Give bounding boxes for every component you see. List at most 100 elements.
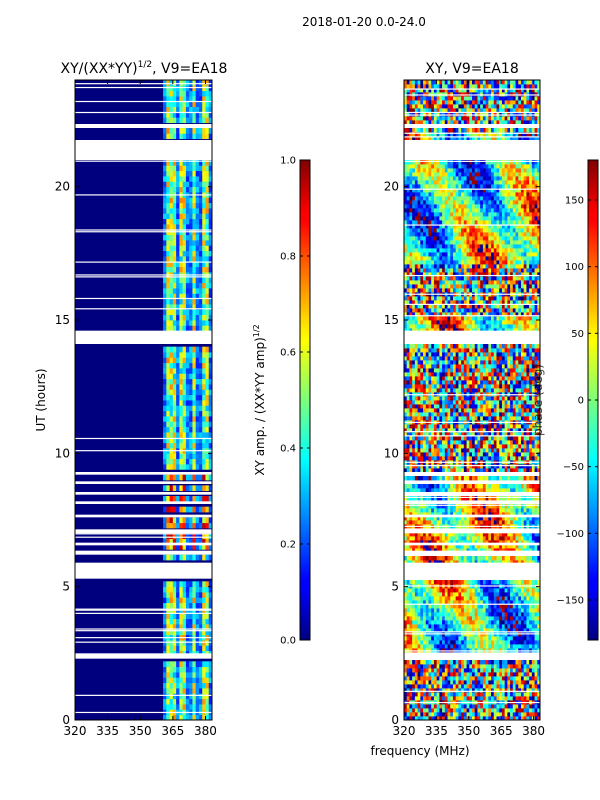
amplitude-cell — [163, 538, 167, 545]
phase-cell — [488, 692, 492, 697]
phase-cell — [518, 688, 522, 693]
phase-cell — [477, 688, 481, 693]
amplitude-cell — [198, 346, 203, 353]
phase-cell — [488, 520, 492, 525]
amplitude-cell — [163, 474, 167, 481]
phase-cell — [472, 672, 476, 677]
phase-cell — [452, 488, 457, 493]
phase-cell — [450, 496, 454, 501]
amplitude-cell — [198, 544, 203, 550]
phase-cell — [463, 684, 467, 689]
phase-cell — [520, 408, 525, 413]
phase-cell — [510, 704, 514, 709]
phase-cell — [409, 412, 413, 417]
phase-cell — [469, 592, 473, 597]
amplitude-cell — [185, 618, 190, 625]
phase-cell — [520, 444, 525, 449]
phase-cell — [417, 600, 421, 605]
phase-cell — [452, 440, 457, 445]
amplitude-cell — [198, 581, 203, 588]
amplitude-cell — [198, 320, 203, 326]
phase-cell — [523, 648, 527, 653]
amplitude-cell — [169, 293, 174, 300]
phase-cell — [531, 600, 535, 605]
phase-cell — [529, 408, 533, 413]
amplitude-cell — [163, 506, 167, 513]
phase-cell — [477, 628, 481, 633]
phase-cell — [534, 708, 538, 713]
phase-cell — [501, 604, 506, 609]
phase-cell — [480, 484, 484, 489]
phase-cell — [493, 688, 497, 693]
phase-cell — [450, 588, 454, 593]
amplitude-cell — [166, 186, 170, 193]
phase-cell — [496, 496, 500, 501]
amplitude-cell — [195, 517, 200, 524]
phase-cell — [529, 536, 533, 541]
amplitude-cell — [176, 597, 180, 604]
phase-cell — [455, 712, 459, 717]
amplitude-cell — [192, 128, 197, 134]
phase-cell — [425, 544, 429, 549]
phase-cell — [534, 456, 538, 461]
phase-cell — [537, 468, 540, 473]
amplitude-cell — [205, 85, 210, 92]
phase-cell — [512, 644, 516, 649]
amplitude-cell — [169, 357, 174, 364]
phase-cell — [491, 592, 495, 597]
phase-cell — [414, 468, 418, 473]
phase-cell — [417, 628, 421, 633]
phase-cell — [474, 704, 478, 709]
phase-cell — [450, 672, 454, 677]
phase-cell — [439, 424, 443, 429]
amplitude-cell — [208, 176, 212, 182]
phase-cell — [507, 440, 511, 445]
phase-cell — [493, 416, 497, 421]
amplitude-cell — [192, 453, 197, 460]
phase-cell — [442, 604, 446, 609]
amplitude-cell — [166, 693, 170, 700]
phase-cell — [417, 548, 421, 553]
amplitude-cell — [176, 698, 180, 705]
phase-cell — [444, 400, 448, 405]
amplitude-flag-line — [75, 194, 212, 196]
phase-cell — [507, 408, 511, 413]
phase-cell — [480, 624, 484, 629]
amplitude-cell — [169, 608, 174, 614]
phase-cell — [409, 688, 413, 693]
amplitude-cell — [179, 277, 184, 284]
phase-cell — [491, 520, 495, 525]
phase-cell — [414, 440, 418, 445]
phase-cell — [433, 532, 438, 537]
phase-cell — [404, 640, 408, 645]
amplitude-cell — [195, 581, 200, 588]
phase-cell — [474, 664, 478, 669]
phase-cell — [433, 416, 438, 421]
phase-cell — [428, 468, 432, 473]
amplitude-cell — [179, 496, 184, 502]
phase-cell — [414, 436, 418, 441]
amplitude-cell — [202, 208, 206, 214]
phase-cell — [515, 580, 519, 585]
amplitude-cell — [208, 624, 212, 630]
phase-cell — [425, 684, 429, 689]
amplitude-cell — [179, 261, 184, 268]
phase-cell — [510, 440, 514, 445]
amplitude-cell — [189, 384, 193, 390]
phase-cell — [537, 432, 540, 437]
phase-cell — [439, 616, 443, 621]
amplitude-cell — [192, 714, 197, 720]
amplitude-cell — [172, 645, 177, 652]
phase-cell — [431, 604, 435, 609]
phase-cell — [444, 456, 448, 461]
amplitude-cell — [166, 234, 170, 241]
amplitude-cell — [205, 437, 210, 444]
phase-cell — [477, 600, 481, 605]
phase-cell — [504, 684, 508, 689]
phase-cell — [425, 676, 429, 681]
phase-cell — [409, 672, 413, 677]
amplitude-cell — [185, 624, 190, 630]
amplitude-cell — [182, 592, 187, 598]
phase-cell — [472, 636, 476, 641]
phase-cell — [436, 468, 440, 473]
